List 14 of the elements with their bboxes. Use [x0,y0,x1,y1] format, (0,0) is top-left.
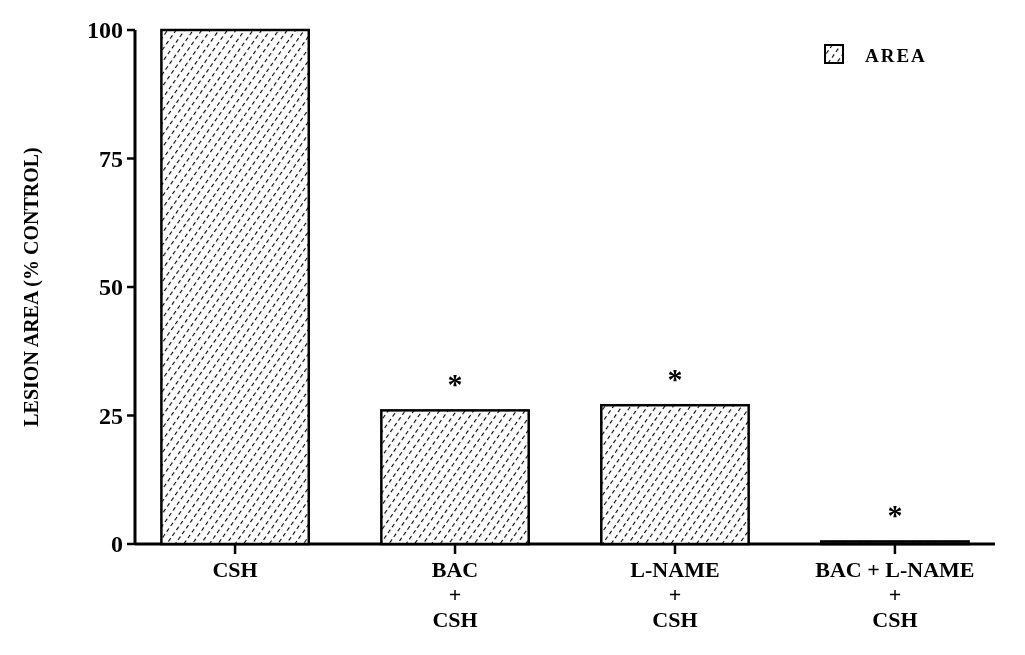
y-tick-label: 50 [99,274,123,301]
x-tick-label: CSH [212,557,258,582]
legend-label: AREA [865,44,927,66]
y-tick-label: 100 [87,17,123,44]
x-tick-label: BAC + L-NAME + CSH [815,557,975,632]
y-tick-label: 25 [99,402,123,429]
x-tick-label: BAC + CSH [431,557,479,632]
annotation: * [667,362,683,396]
annotation: * [887,498,903,532]
y-tick-label: 75 [99,145,123,172]
y-axis-title: LESION AREA (% CONTROL) [20,147,43,427]
y-tick-label: 0 [111,531,123,558]
x-tick-label: L-NAME + CSH [630,557,720,632]
annotation: * [447,367,463,401]
